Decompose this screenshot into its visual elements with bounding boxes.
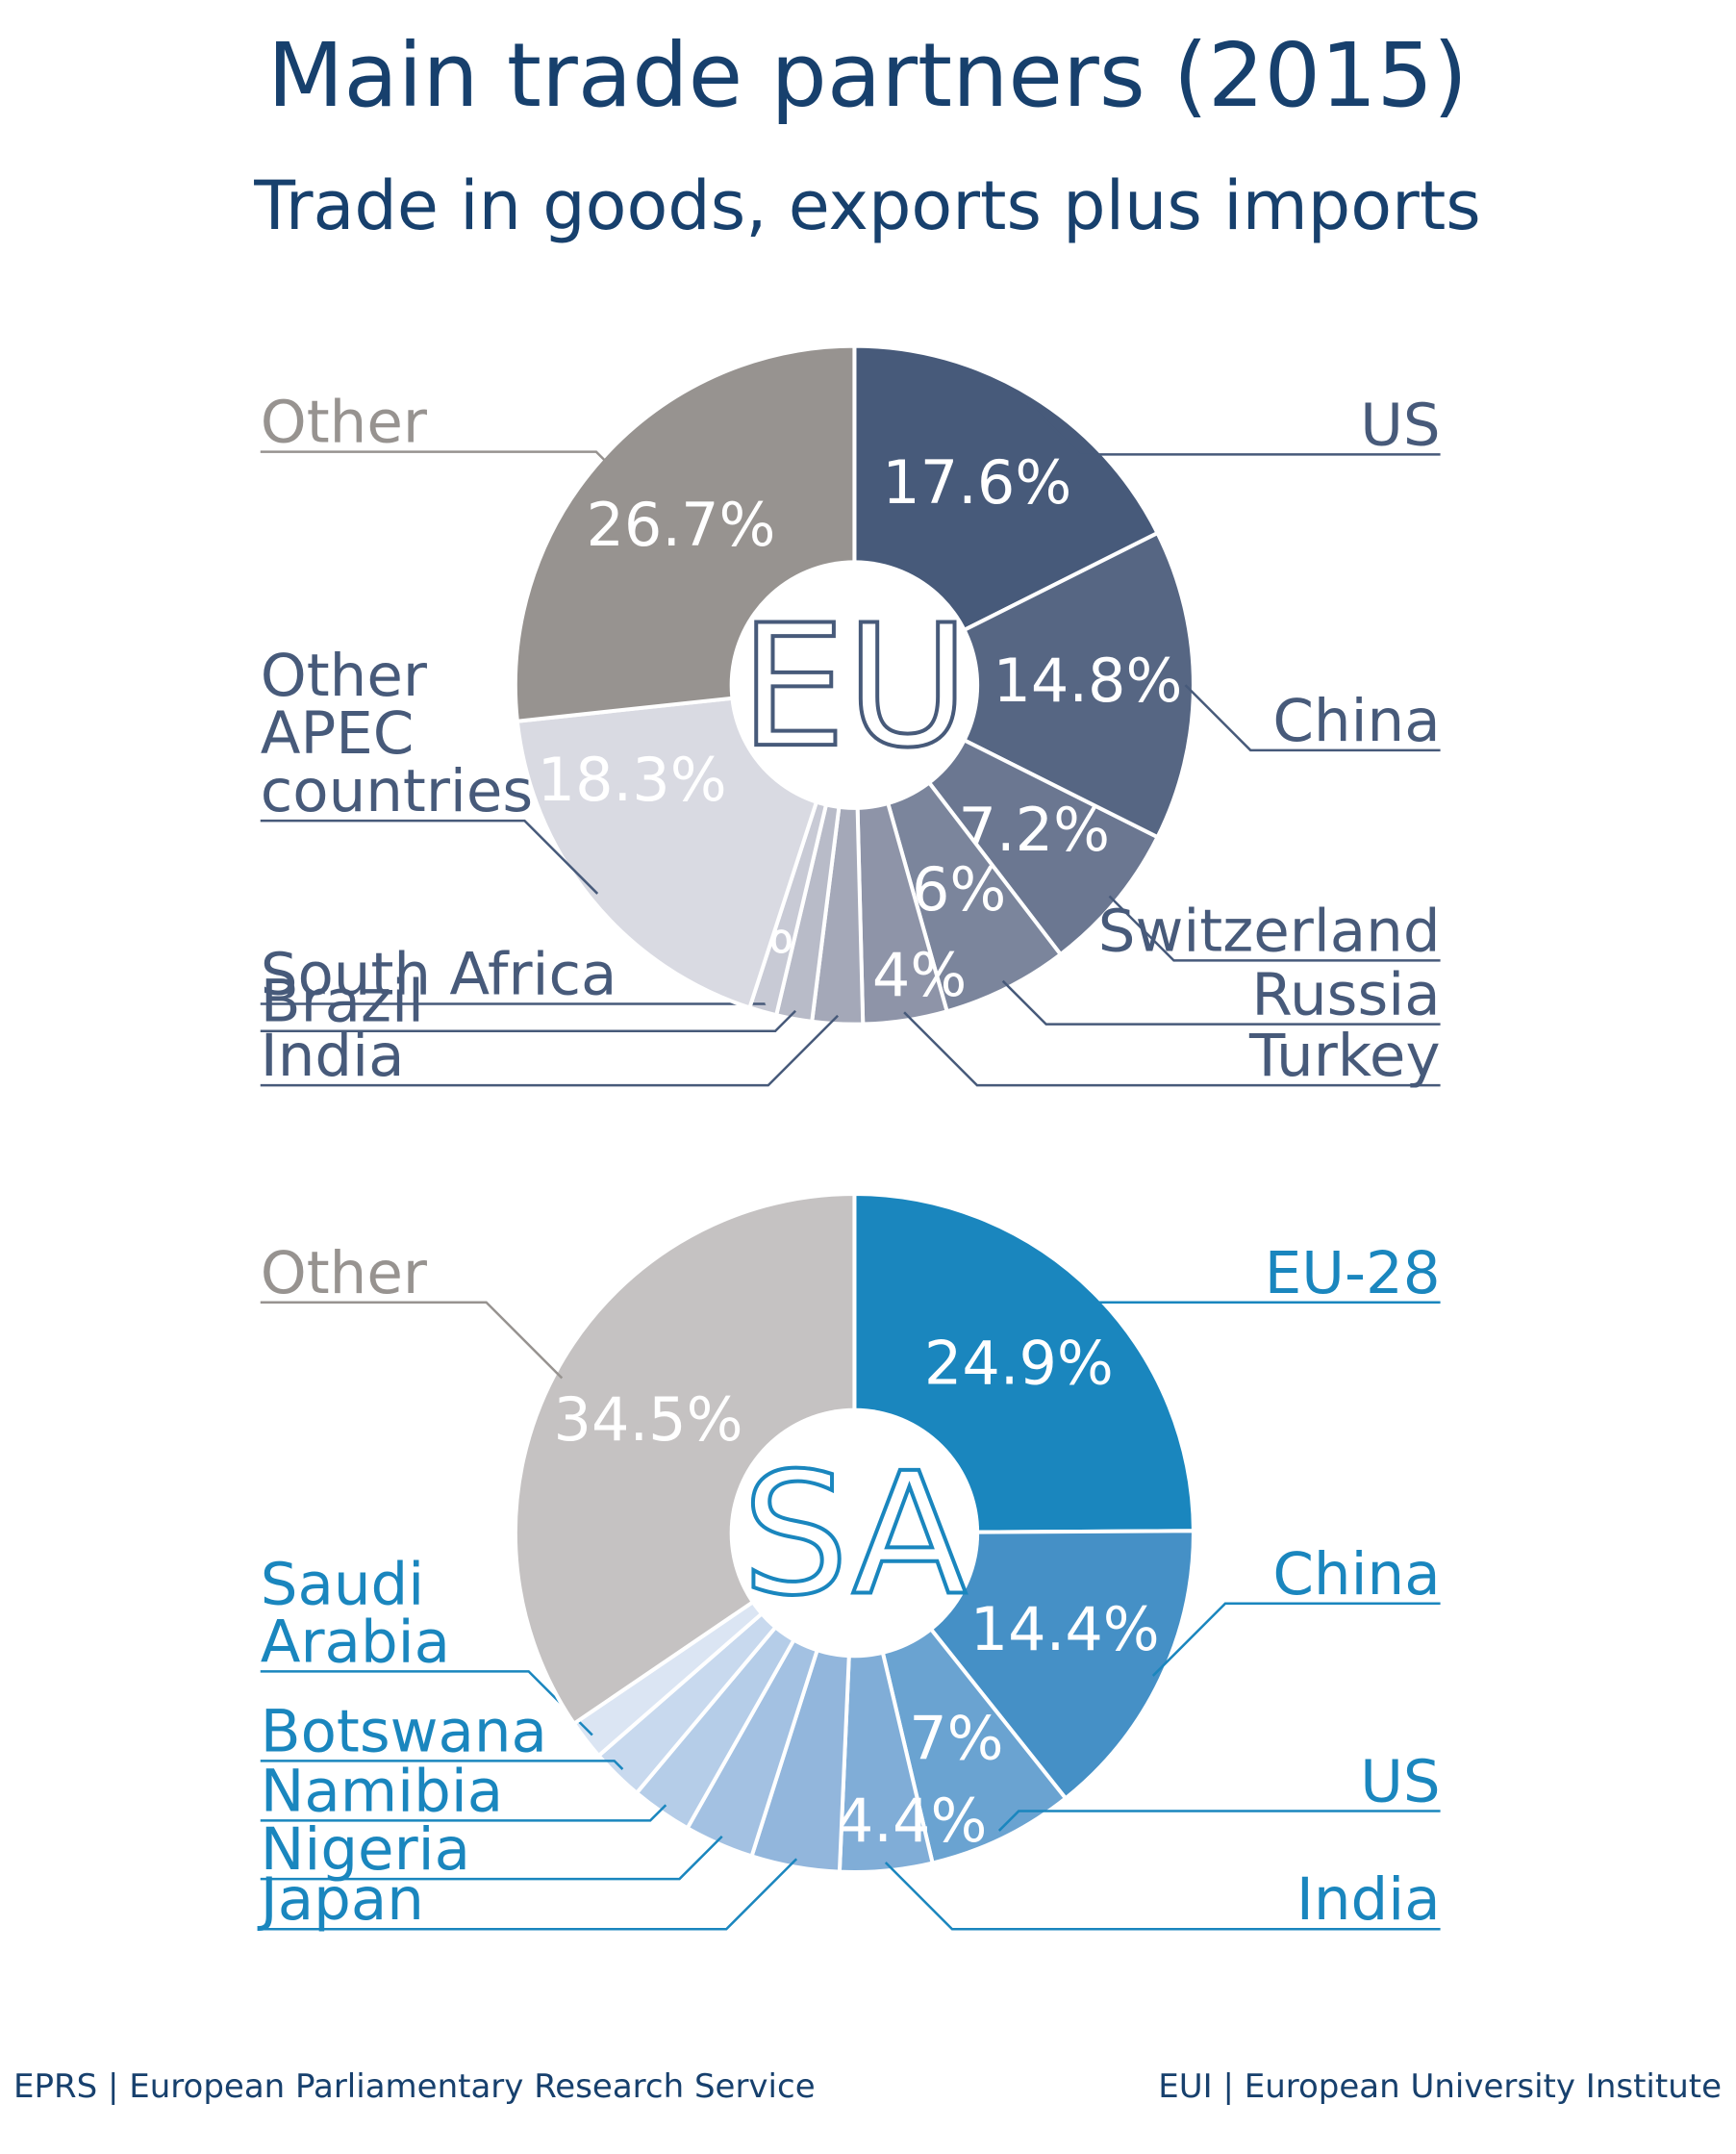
category-label: Switzerland — [1098, 897, 1441, 965]
leader-line — [260, 819, 599, 895]
category-label: EU-28 — [1265, 1239, 1441, 1307]
category-label: Botswana — [261, 1697, 547, 1765]
footer-right: EUI | European University Institute — [1158, 2067, 1722, 2106]
category-label: Turkey — [1248, 1022, 1441, 1090]
category-label: Other — [261, 1239, 428, 1307]
leader-line — [1087, 1297, 1441, 1304]
value-label: 26.7% — [586, 490, 775, 560]
category-label: Saudi Arabia — [261, 1550, 450, 1676]
center-hole — [729, 560, 980, 810]
category-label: Other APEC countries — [261, 642, 533, 825]
center-hole — [729, 1407, 980, 1659]
value-label: 14.8% — [993, 646, 1182, 716]
title: Main trade partners (2015) — [267, 24, 1468, 127]
chart-eu: 17.6%US14.8%China7.2%Switzerland6%Russia… — [260, 343, 1441, 1090]
chart-sa: 24.9% EU-28 14.4% China 7% US 4.4% India JapanNi… — [257, 1191, 1441, 1934]
category-label: India — [261, 1022, 405, 1090]
category-label: South Africa — [261, 941, 617, 1009]
subtitle: Trade in goods, exports plus imports — [253, 166, 1480, 245]
center-label: SA — [742, 1437, 967, 1633]
value-label: 7% — [909, 1704, 1003, 1774]
leader-line — [260, 1858, 798, 1931]
category-label: Japan — [257, 1865, 424, 1934]
value-label: 17.6% — [882, 447, 1071, 518]
category-label: Other — [261, 389, 428, 457]
leader-line — [1151, 1602, 1441, 1677]
category-label: US — [1360, 391, 1440, 459]
value-label: 4.4% — [836, 1786, 988, 1856]
category-label: India — [1296, 1865, 1441, 1934]
value-label: 18.3% — [538, 745, 727, 815]
pie-slice — [849, 530, 1195, 840]
leader-line — [1001, 979, 1441, 1026]
category-label: China — [1272, 687, 1440, 755]
leader-line — [260, 1804, 667, 1822]
category-label: Nigeria — [261, 1815, 470, 1884]
leader-line — [260, 1301, 564, 1380]
leader-line — [260, 450, 610, 466]
leader-line — [997, 1810, 1441, 1832]
pie-slice — [513, 1191, 857, 1727]
leader-line — [260, 1009, 796, 1032]
category-label: Namibia — [261, 1757, 503, 1825]
category-label: Russia — [1251, 961, 1440, 1029]
value-label: 34.5% — [554, 1384, 743, 1455]
category-label: Brazil — [261, 968, 424, 1036]
center-label: EU — [740, 590, 969, 785]
leader-line — [1108, 895, 1441, 962]
footer-left: EPRS | European Parliamentary Research S… — [13, 2067, 816, 2106]
value-label: 14.4% — [970, 1594, 1160, 1664]
leader-line — [260, 1835, 723, 1881]
leader-line — [260, 1014, 839, 1087]
value-label: 6% — [912, 854, 1006, 925]
category-label: China — [1272, 1540, 1440, 1609]
leader-line — [1027, 402, 1441, 456]
leader-line — [260, 1760, 624, 1770]
leader-line — [1184, 684, 1441, 752]
leader-line — [884, 1862, 1441, 1931]
value-label: 24.9% — [924, 1329, 1114, 1399]
category-label: US — [1360, 1748, 1440, 1816]
leader-line — [903, 1011, 1441, 1087]
value-label: 4% — [872, 940, 967, 1010]
